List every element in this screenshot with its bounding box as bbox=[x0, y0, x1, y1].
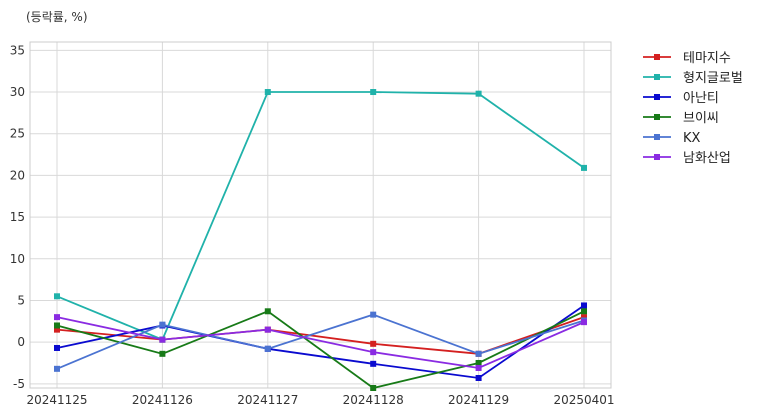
data-point bbox=[54, 322, 60, 329]
legend-item: 브이씨 bbox=[643, 111, 719, 126]
x-tick-label: 20250401 bbox=[553, 393, 614, 407]
y-tick-label: 30 bbox=[10, 85, 25, 99]
series-group bbox=[54, 89, 587, 391]
plot-frame bbox=[29, 41, 612, 389]
legend-item: KX bbox=[643, 131, 701, 146]
series-line bbox=[56, 91, 585, 341]
legend-marker bbox=[654, 94, 660, 100]
series-line bbox=[56, 313, 585, 370]
legend-label: 형지글로벌 bbox=[683, 71, 743, 86]
data-point bbox=[54, 293, 60, 300]
x-axis-ticks: 20241125 20241126 20241127 20241128 20241129… bbox=[26, 393, 614, 407]
series-1 bbox=[54, 89, 587, 343]
data-point bbox=[370, 360, 377, 367]
x-tick-label: 20241126 bbox=[132, 393, 193, 407]
legend-marker bbox=[654, 154, 660, 160]
data-point bbox=[159, 336, 166, 343]
x-tick-label: 20241128 bbox=[343, 393, 404, 407]
data-point bbox=[54, 314, 60, 321]
data-point bbox=[370, 385, 377, 391]
data-point bbox=[581, 319, 587, 326]
x-tick-label: 20241129 bbox=[448, 393, 509, 407]
data-point bbox=[581, 302, 587, 309]
data-point bbox=[475, 364, 482, 371]
y-tick-label: 10 bbox=[10, 252, 25, 266]
data-point bbox=[54, 326, 60, 333]
y-tick-label: 15 bbox=[10, 210, 25, 224]
x-tick-label: 20241127 bbox=[237, 393, 298, 407]
legend-item: 남화산업 bbox=[643, 151, 731, 166]
data-point bbox=[264, 308, 271, 315]
data-point bbox=[581, 314, 587, 321]
series-line bbox=[56, 316, 585, 369]
legend-label: 테마지수 bbox=[683, 51, 731, 66]
data-point bbox=[370, 340, 377, 347]
legend-marker bbox=[654, 74, 660, 80]
legend-label: KX bbox=[683, 131, 701, 146]
unit-label: (등락률, %) bbox=[26, 10, 88, 24]
data-point bbox=[264, 89, 271, 96]
series-line bbox=[56, 304, 585, 379]
data-point bbox=[370, 311, 377, 318]
data-point bbox=[370, 89, 377, 96]
legend-label: 남화산업 bbox=[683, 151, 731, 166]
legend-item: 아난티 bbox=[643, 91, 719, 106]
data-point bbox=[475, 90, 482, 97]
y-axis-ticks: -5 0 5 10 15 20 25 30 35 bbox=[10, 43, 25, 390]
y-tick-label: 5 bbox=[17, 293, 25, 307]
x-tick-label: 20241125 bbox=[26, 393, 87, 407]
legend-label: 브이씨 bbox=[683, 111, 719, 126]
legend-label: 아난티 bbox=[683, 91, 719, 106]
legend-item: 테마지수 bbox=[643, 51, 731, 66]
legend-marker bbox=[654, 134, 660, 140]
legend-item: 형지글로벌 bbox=[643, 71, 743, 86]
y-tick-label: 0 bbox=[17, 335, 25, 349]
y-tick-label: 20 bbox=[10, 168, 25, 182]
y-tick-label: 35 bbox=[10, 43, 25, 57]
legend-marker bbox=[654, 54, 660, 60]
data-point bbox=[475, 359, 482, 366]
series-5 bbox=[54, 314, 587, 371]
data-point bbox=[264, 326, 271, 333]
series-line bbox=[56, 310, 585, 389]
y-tick-label: 25 bbox=[10, 127, 25, 141]
data-point bbox=[54, 344, 60, 351]
data-point bbox=[159, 321, 166, 328]
data-point bbox=[581, 308, 587, 315]
data-point bbox=[581, 164, 587, 171]
legend-marker bbox=[654, 114, 660, 120]
data-point bbox=[475, 374, 482, 381]
data-point bbox=[54, 365, 60, 372]
y-tick-label: -5 bbox=[13, 377, 25, 391]
data-point bbox=[370, 349, 377, 356]
series-3 bbox=[54, 308, 587, 391]
data-point bbox=[159, 350, 166, 357]
data-point bbox=[264, 345, 271, 352]
data-point bbox=[475, 350, 482, 357]
